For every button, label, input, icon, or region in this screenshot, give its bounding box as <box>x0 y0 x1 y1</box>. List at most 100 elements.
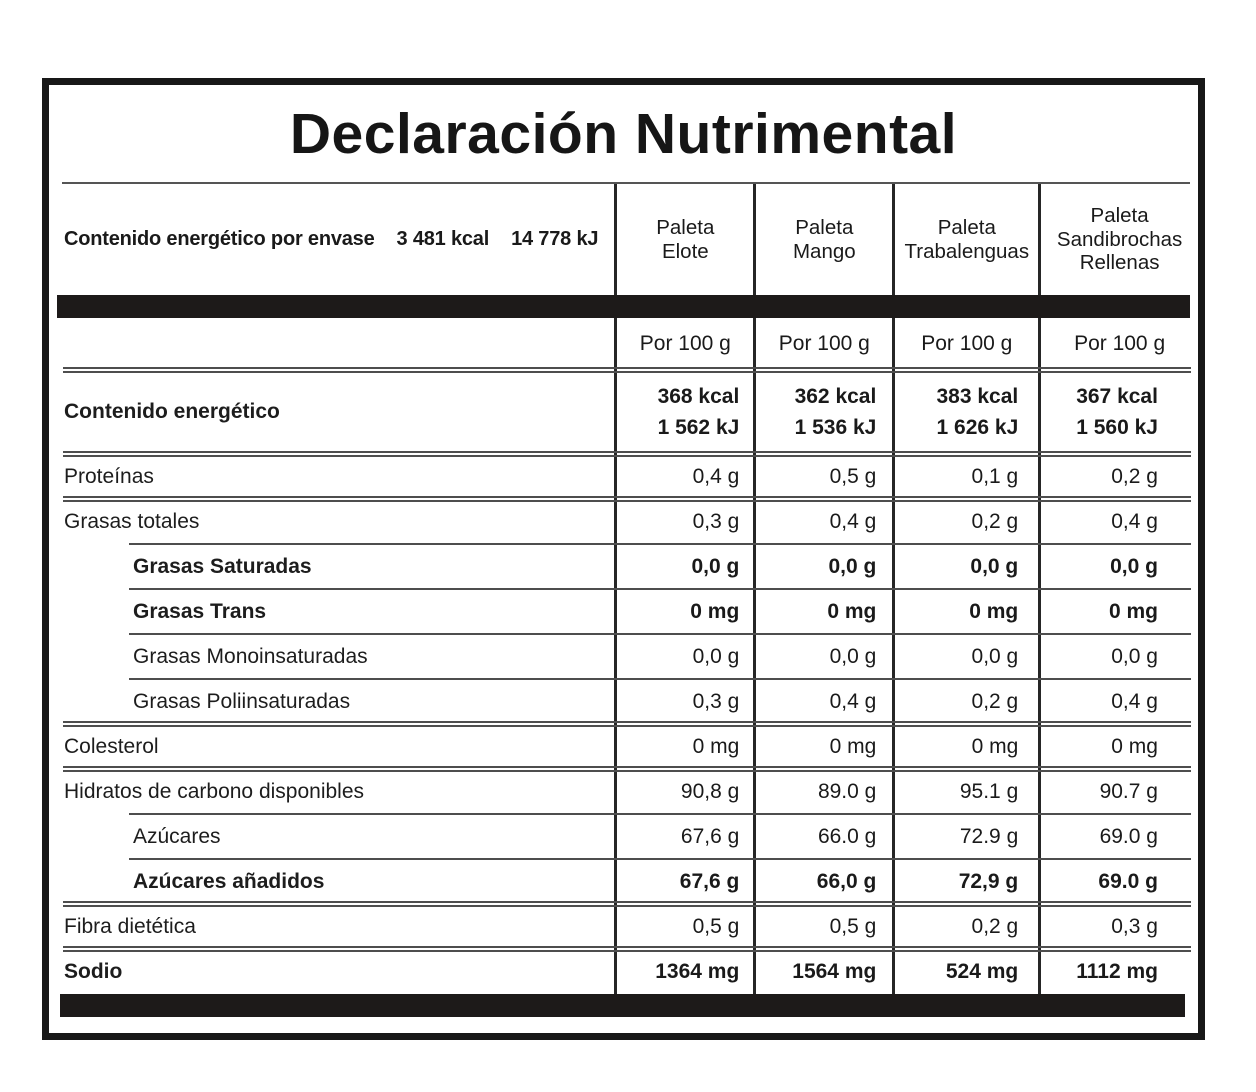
row-label: Grasas Monoinsaturadas <box>133 644 368 668</box>
row-value: 0,1 g <box>892 454 1038 499</box>
divider-bar-bottom <box>60 994 1185 1017</box>
row-value: 0,4 g <box>1038 679 1198 724</box>
row-label: Sodio <box>64 959 123 983</box>
row-value: 0,5 g <box>753 454 892 499</box>
row-value: 0 mg <box>892 724 1038 769</box>
page-title: Declaración Nutrimental <box>289 101 958 166</box>
row-value: 0,3 g <box>614 499 753 544</box>
table-row-azucares-anadidos: Azúcares añadidos 67,6 g 66,0 g 72,9 g 6… <box>49 858 1198 904</box>
row-label: Azúcares añadidos <box>133 869 325 893</box>
table-row-grasas-saturadas: Grasas Saturadas 0,0 g 0,0 g 0,0 g 0,0 g <box>49 543 1198 589</box>
row-value: 69.0 g <box>1038 814 1198 859</box>
table-row-grasas-trans: Grasas Trans 0 mg 0 mg 0 mg 0 mg <box>49 588 1198 634</box>
row-value: 0,0 g <box>1038 634 1198 679</box>
row-value: 0 mg <box>753 589 892 634</box>
title-band: Declaración Nutrimental <box>49 85 1198 182</box>
row-value: 67,6 g <box>614 859 753 904</box>
row-value: 0,0 g <box>614 544 753 589</box>
title-divider-line <box>62 182 1190 184</box>
row-value: 0,2 g <box>892 679 1038 724</box>
row-value: 69.0 g <box>1038 859 1198 904</box>
per-100g-row: Por 100 g Por 100 g Por 100 g Por 100 g <box>49 318 1198 370</box>
column-header-paleta-mango: Paleta Mango <box>753 184 892 295</box>
column-header-paleta-sandibrochas: Paleta Sandibrochas Rellenas <box>1038 184 1198 295</box>
row-label: Contenido energético <box>64 400 280 423</box>
table-row-contenido-energetico: Contenido energético 368 kcal 1 562 kJ 3… <box>49 367 1198 454</box>
row-value: 0,0 g <box>753 544 892 589</box>
row-value: 0 mg <box>1038 724 1198 769</box>
row-value: 72,9 g <box>892 859 1038 904</box>
row-value: 1364 mg <box>614 949 753 994</box>
table-row-grasas-poliinsaturadas: Grasas Poliinsaturadas 0,3 g 0,4 g 0,2 g… <box>49 678 1198 724</box>
row-value: 0,5 g <box>753 904 892 949</box>
row-value: 1112 mg <box>1038 949 1198 994</box>
energy-per-package-kj: 14 778 kJ <box>511 228 599 250</box>
row-value: 0,4 g <box>753 679 892 724</box>
row-value: 90,8 g <box>614 769 753 814</box>
row-value: 0,4 g <box>1038 499 1198 544</box>
row-value: 362 kcal 1 536 kJ <box>753 370 892 454</box>
row-value: 0,2 g <box>892 499 1038 544</box>
row-value: 0 mg <box>892 589 1038 634</box>
row-value: 0 mg <box>753 724 892 769</box>
row-value: 66,0 g <box>753 859 892 904</box>
per-100g-label: Por 100 g <box>614 318 753 370</box>
row-value: 0,0 g <box>753 634 892 679</box>
row-value: 1564 mg <box>753 949 892 994</box>
row-value: 67,6 g <box>614 814 753 859</box>
table-row-fibra-dietetica: Fibra dietética 0,5 g 0,5 g 0,2 g 0,3 g <box>49 901 1198 949</box>
row-label: Hidratos de carbono disponibles <box>64 779 365 803</box>
table-row-grasas-monoinsaturadas: Grasas Monoinsaturadas 0,0 g 0,0 g 0,0 g… <box>49 633 1198 679</box>
divider-bar-top <box>57 295 1190 318</box>
table-row-hidratos-de-carbono: Hidratos de carbono disponibles 90,8 g 8… <box>49 766 1198 814</box>
row-value: 0 mg <box>1038 589 1198 634</box>
row-value: 0,0 g <box>892 634 1038 679</box>
row-value: 368 kcal 1 562 kJ <box>614 370 753 454</box>
table-row-sodio: Sodio 1364 mg 1564 mg 524 mg 1112 mg <box>49 946 1198 994</box>
column-header-paleta-trabalenguas: Paleta Trabalenguas <box>892 184 1038 295</box>
per-100g-empty-label <box>49 318 614 370</box>
row-label: Grasas totales <box>64 509 200 533</box>
row-value: 383 kcal 1 626 kJ <box>892 370 1038 454</box>
table-row-colesterol: Colesterol 0 mg 0 mg 0 mg 0 mg <box>49 721 1198 769</box>
per-100g-label: Por 100 g <box>892 318 1038 370</box>
row-value: 89.0 g <box>753 769 892 814</box>
row-value: 0,2 g <box>1038 454 1198 499</box>
row-label: Azúcares <box>133 824 221 848</box>
nutrition-table-panel: Declaración Nutrimental Contenido energé… <box>42 78 1205 1040</box>
row-value: 95.1 g <box>892 769 1038 814</box>
row-value: 0,4 g <box>753 499 892 544</box>
row-label: Colesterol <box>64 734 159 758</box>
row-value: 0,4 g <box>614 454 753 499</box>
row-value: 0,0 g <box>892 544 1038 589</box>
table-row-azucares: Azúcares 67,6 g 66.0 g 72.9 g 69.0 g <box>49 813 1198 859</box>
energy-per-package-cell: Contenido energético por envase 3 481 kc… <box>49 184 614 295</box>
row-label: Grasas Poliinsaturadas <box>133 689 351 713</box>
table-row-grasas-totales: Grasas totales 0,3 g 0,4 g 0,2 g 0,4 g <box>49 496 1198 544</box>
row-value: 0,0 g <box>614 634 753 679</box>
row-label: Proteínas <box>64 464 154 488</box>
row-value: 72.9 g <box>892 814 1038 859</box>
row-value: 524 mg <box>892 949 1038 994</box>
row-value: 90.7 g <box>1038 769 1198 814</box>
table-row-proteinas: Proteínas 0,4 g 0,5 g 0,1 g 0,2 g <box>49 451 1198 499</box>
row-value: 0 mg <box>614 589 753 634</box>
row-value: 0,5 g <box>614 904 753 949</box>
row-label: Grasas Saturadas <box>133 554 312 578</box>
row-label: Grasas Trans <box>133 599 267 623</box>
row-value: 367 kcal 1 560 kJ <box>1038 370 1198 454</box>
per-100g-label: Por 100 g <box>1038 318 1198 370</box>
row-value: 0,3 g <box>1038 904 1198 949</box>
row-label: Fibra dietética <box>64 914 196 938</box>
row-value: 0,0 g <box>1038 544 1198 589</box>
per-100g-label: Por 100 g <box>753 318 892 370</box>
row-value: 0,3 g <box>614 679 753 724</box>
row-value: 0 mg <box>614 724 753 769</box>
table-header-row: Contenido energético por envase 3 481 kc… <box>49 184 1198 295</box>
column-header-paleta-elote: Paleta Elote <box>614 184 753 295</box>
energy-per-package-kcal: 3 481 kcal <box>396 228 490 250</box>
row-value: 0,2 g <box>892 904 1038 949</box>
energy-per-package-label: Contenido energético por envase <box>64 228 375 250</box>
row-value: 66.0 g <box>753 814 892 859</box>
